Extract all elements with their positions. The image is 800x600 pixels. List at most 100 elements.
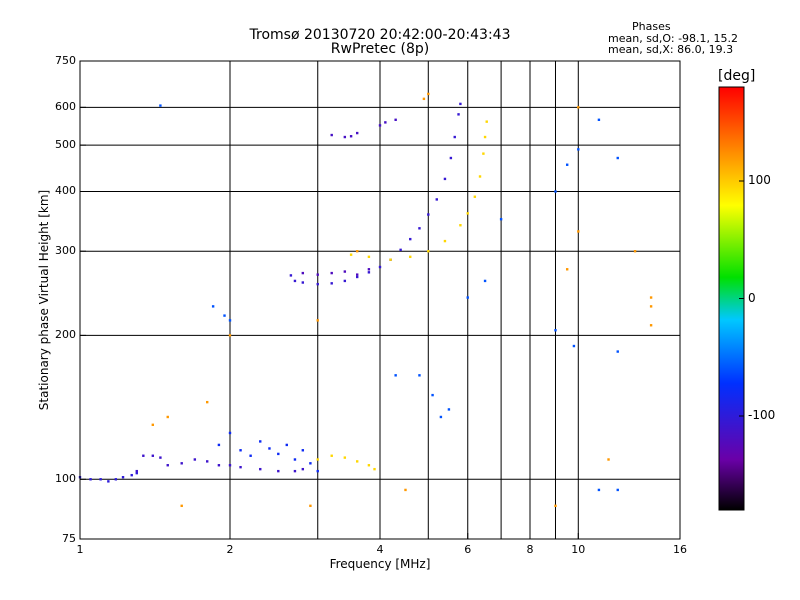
echo-point	[293, 458, 297, 461]
echo-point	[367, 464, 371, 467]
echo-point	[649, 324, 653, 327]
echo-point	[453, 135, 456, 139]
echo-point	[373, 467, 376, 471]
echo-point	[457, 113, 460, 116]
echo-point	[316, 469, 319, 473]
echo-point	[483, 279, 487, 283]
echo-point	[289, 274, 293, 277]
echo-point	[482, 152, 485, 155]
echo-point	[443, 239, 447, 243]
echo-point	[616, 350, 619, 353]
echo-point	[193, 458, 197, 461]
y-axis-label: Stationary phase Virtual Height [km]	[37, 189, 51, 411]
phase-stats-x-mode: mean, sd,X: 86.0, 19.3	[608, 43, 734, 56]
echo-point	[499, 218, 503, 221]
echo-point	[418, 374, 421, 377]
echo-point	[431, 393, 434, 397]
echo-point	[349, 135, 353, 138]
echo-point	[249, 454, 252, 457]
echo-point	[277, 469, 280, 473]
x-ticks	[79, 533, 681, 539]
echo-point	[330, 133, 333, 137]
echo-point	[180, 462, 183, 465]
echo-point	[384, 121, 387, 124]
y-ticks	[80, 60, 86, 540]
echo-point	[301, 449, 305, 452]
echo-point	[404, 488, 407, 492]
echo-point	[343, 456, 347, 459]
echo-point	[301, 271, 305, 275]
chart-title: Tromsø 20130720 20:42:00-20:43:43	[249, 27, 511, 43]
echo-point	[485, 120, 488, 123]
phase-stats-o-mode: mean, sd,O: -98.1, 15.2	[608, 32, 739, 45]
echo-point	[343, 135, 347, 139]
echo-point	[355, 131, 359, 135]
echo-point	[114, 478, 118, 481]
echo-point	[316, 273, 319, 276]
echo-point	[316, 458, 319, 461]
echo-point	[259, 467, 262, 471]
x-tick-label: 8	[526, 543, 534, 556]
echo-point	[355, 250, 359, 253]
echo-point	[355, 460, 359, 463]
y-tick-label: 100	[55, 472, 76, 486]
echo-point	[166, 464, 169, 467]
x-axis-label: Frequency [MHz]	[329, 557, 431, 571]
echo-point	[616, 488, 619, 492]
echo-point	[427, 250, 430, 253]
echo-point	[135, 471, 138, 475]
echo-point	[205, 400, 209, 404]
echo-point	[554, 504, 557, 508]
echo-point	[121, 476, 125, 479]
echo-point	[459, 102, 462, 106]
echo-point	[293, 469, 297, 473]
echo-point	[399, 248, 402, 252]
echo-point	[205, 460, 209, 463]
echo-point	[577, 148, 580, 151]
echo-point	[228, 431, 232, 435]
echo-point	[142, 454, 145, 457]
echo-point	[367, 255, 371, 259]
echo-point	[330, 271, 333, 275]
y-tick-label: 600	[55, 100, 76, 114]
phase-stats-heading: Phases	[632, 20, 671, 33]
echo-point	[597, 118, 601, 122]
echo-point	[159, 104, 162, 107]
echo-point	[378, 265, 382, 269]
echo-point	[330, 282, 333, 285]
echo-point	[223, 314, 226, 317]
echo-point	[130, 473, 133, 477]
echo-point	[473, 195, 477, 198]
y-tick-label: 300	[55, 244, 76, 258]
echo-point	[316, 282, 319, 286]
colorbar-ticks	[739, 180, 744, 417]
echo-point	[228, 464, 232, 467]
echo-point	[166, 415, 169, 419]
echo-point	[394, 118, 397, 122]
echo-point	[447, 408, 451, 411]
echo-point	[211, 305, 215, 308]
echo-point	[268, 447, 271, 450]
echo-point	[633, 250, 637, 253]
echo-point	[478, 175, 482, 178]
echo-point	[316, 319, 319, 322]
x-tick-label: 4	[376, 543, 384, 556]
echo-point	[107, 480, 110, 483]
echo-point	[409, 255, 412, 259]
echo-point	[554, 190, 557, 193]
echo-point	[483, 135, 487, 139]
echo-point	[649, 296, 653, 299]
chart-subtitle: RwPretec (8p)	[330, 41, 430, 57]
echo-point	[355, 275, 359, 279]
echo-point	[367, 271, 371, 274]
echo-point	[616, 156, 619, 160]
echo-point	[418, 227, 421, 230]
echo-point	[239, 449, 242, 452]
echo-point	[180, 504, 183, 508]
grid	[80, 61, 680, 539]
echo-point	[228, 334, 232, 337]
echo-point	[427, 213, 430, 216]
echo-point	[466, 296, 469, 299]
echo-point	[572, 344, 576, 348]
